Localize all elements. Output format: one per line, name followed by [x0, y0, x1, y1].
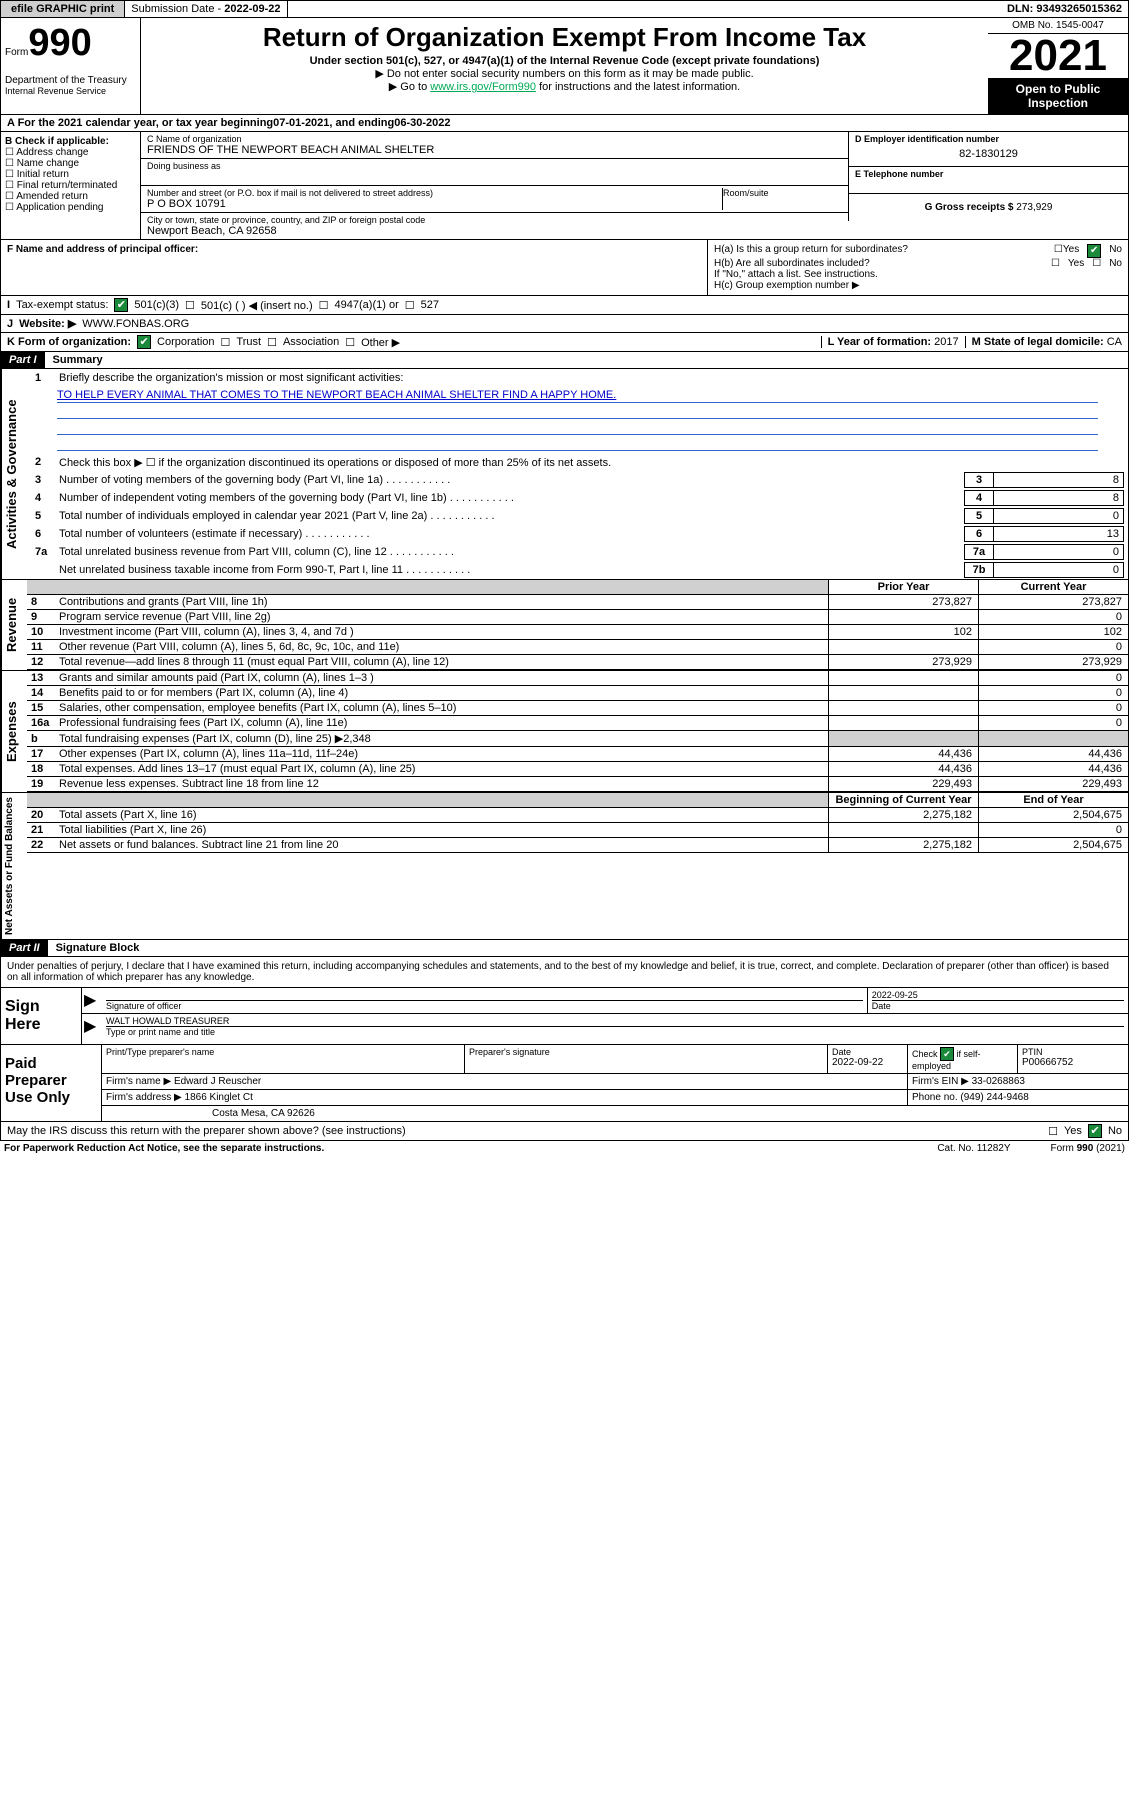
irs-label: Internal Revenue Service	[5, 86, 136, 96]
table-row: bTotal fundraising expenses (Part IX, co…	[27, 731, 1128, 747]
page-footer: For Paperwork Reduction Act Notice, see …	[0, 1141, 1129, 1156]
org-name: FRIENDS OF THE NEWPORT BEACH ANIMAL SHEL…	[147, 144, 842, 156]
gov-line: 4Number of independent voting members of…	[27, 489, 1128, 507]
form-title-block: Return of Organization Exempt From Incom…	[141, 18, 988, 114]
firm-addr1: 1866 Kinglet Ct	[185, 1092, 253, 1103]
governance-label: Activities & Governance	[1, 369, 27, 579]
form-header: Form990 Department of the Treasury Inter…	[0, 18, 1129, 115]
prep-date: 2022-09-22	[832, 1057, 903, 1068]
firm-phone: (949) 244-9468	[960, 1092, 1028, 1103]
website-value: WWW.FONBAS.ORG	[82, 318, 189, 330]
chk-app-pending[interactable]: ☐ Application pending	[5, 202, 136, 213]
gov-line: 3Number of voting members of the governi…	[27, 471, 1128, 489]
gov-line: 6Total number of volunteers (estimate if…	[27, 525, 1128, 543]
table-row: 13Grants and similar amounts paid (Part …	[27, 671, 1128, 686]
firm-name: Edward J Reuscher	[174, 1076, 261, 1087]
gov-line: Net unrelated business taxable income fr…	[27, 561, 1128, 579]
table-row: 10Investment income (Part VIII, column (…	[27, 625, 1128, 640]
table-row: 14Benefits paid to or for members (Part …	[27, 686, 1128, 701]
year-formation: 2017	[934, 336, 958, 348]
klm-row: K Form of organization: ✔Corporation ☐Tr…	[0, 333, 1129, 352]
website-row: JWebsite: ▶ WWW.FONBAS.ORG	[0, 315, 1129, 333]
sign-arrow-icon: ▶	[82, 988, 102, 1013]
governance-section: Activities & Governance 1Briefly describ…	[0, 369, 1129, 580]
submission-date: Submission Date - 2022-09-22	[125, 1, 287, 17]
firm-addr2: Costa Mesa, CA 92626	[102, 1106, 1128, 1121]
dln: DLN: 93493265015362	[1001, 1, 1128, 17]
chk-self-employed: ✔	[940, 1047, 954, 1061]
part2-header: Part II Signature Block	[0, 940, 1129, 957]
top-toolbar: efile GRAPHIC print Submission Date - 20…	[0, 0, 1129, 18]
ssn-note: ▶ Do not enter social security numbers o…	[151, 67, 978, 80]
table-row: 11Other revenue (Part VIII, column (A), …	[27, 640, 1128, 655]
officer-name: WALT HOWALD TREASURER	[106, 1016, 1124, 1026]
goto-note: ▶ Go to www.irs.gov/Form990 for instruct…	[151, 80, 978, 93]
sign-date: 2022-09-25	[872, 990, 1124, 1000]
discuss-no-check: ✔	[1088, 1124, 1102, 1138]
revenue-label: Revenue	[1, 580, 27, 670]
table-row: 8Contributions and grants (Part VIII, li…	[27, 595, 1128, 610]
sign-here-block: Sign Here ▶ Signature of officer 2022-09…	[0, 988, 1129, 1045]
section-c: C Name of organization FRIENDS OF THE NE…	[141, 132, 848, 239]
org-address: P O BOX 10791	[147, 198, 722, 210]
part1-header: Part I Summary	[0, 352, 1129, 369]
table-row: 22Net assets or fund balances. Subtract …	[27, 838, 1128, 853]
gov-line: 5Total number of individuals employed in…	[27, 507, 1128, 525]
form-number-block: Form990 Department of the Treasury Inter…	[1, 18, 141, 114]
revenue-section: Revenue Prior Year Current Year 8Contrib…	[0, 580, 1129, 671]
omb-block: OMB No. 1545-0047 2021 Open to Public In…	[988, 18, 1128, 114]
open-inspection: Open to Public Inspection	[988, 78, 1128, 114]
ein: 82-1830129	[855, 144, 1122, 164]
table-row: 18Total expenses. Add lines 13–17 (must …	[27, 762, 1128, 777]
ptin: P00666752	[1022, 1057, 1124, 1068]
spacer	[288, 7, 1002, 11]
gross-receipts: 273,929	[1016, 202, 1052, 213]
netassets-label: Net Assets or Fund Balances	[1, 793, 27, 939]
discuss-row: May the IRS discuss this return with the…	[0, 1122, 1129, 1141]
table-row: 19Revenue less expenses. Subtract line 1…	[27, 777, 1128, 792]
table-row: 20Total assets (Part X, line 16) 2,275,1…	[27, 808, 1128, 823]
irs-link[interactable]: www.irs.gov/Form990	[430, 81, 536, 93]
table-row: 21Total liabilities (Part X, line 26) 0	[27, 823, 1128, 838]
org-city: Newport Beach, CA 92658	[147, 225, 842, 237]
penalties-text: Under penalties of perjury, I declare th…	[0, 957, 1129, 988]
sign-arrow-icon: ▶	[82, 1014, 102, 1039]
table-row: 9Program service revenue (Part VIII, lin…	[27, 610, 1128, 625]
expenses-section: Expenses 13Grants and similar amounts pa…	[0, 671, 1129, 793]
section-b: B Check if applicable: ☐ Address change …	[1, 132, 141, 239]
state-domicile: CA	[1107, 336, 1122, 348]
table-row: 12Total revenue—add lines 8 through 11 (…	[27, 655, 1128, 670]
gov-line: 7aTotal unrelated business revenue from …	[27, 543, 1128, 561]
entity-block: B Check if applicable: ☐ Address change …	[0, 132, 1129, 240]
table-row: 17Other expenses (Part IX, column (A), l…	[27, 747, 1128, 762]
expenses-label: Expenses	[1, 671, 27, 792]
form-subtitle: Under section 501(c), 527, or 4947(a)(1)…	[151, 55, 978, 67]
chk-corp: ✔	[137, 335, 151, 349]
chk-address-change[interactable]: ☐ Address change	[5, 147, 136, 158]
tax-year: 2021	[988, 34, 1128, 78]
chk-501c3: ✔	[114, 298, 128, 312]
mission-text: TO HELP EVERY ANIMAL THAT COMES TO THE N…	[57, 389, 1098, 403]
section-f: F Name and address of principal officer:	[1, 240, 708, 295]
chk-initial-return[interactable]: ☐ Initial return	[5, 169, 136, 180]
netassets-section: Net Assets or Fund Balances Beginning of…	[0, 793, 1129, 940]
section-deg: D Employer identification number 82-1830…	[848, 132, 1128, 239]
tax-exempt-row: ITax-exempt status: ✔501(c)(3) ☐501(c) (…	[0, 296, 1129, 315]
paid-preparer-block: Paid Preparer Use Only Print/Type prepar…	[0, 1045, 1129, 1122]
form-title: Return of Organization Exempt From Incom…	[151, 22, 978, 53]
tax-period-row: A For the 2021 calendar year, or tax yea…	[0, 115, 1129, 132]
chk-final-return[interactable]: ☐ Final return/terminated	[5, 180, 136, 191]
dept-treasury: Department of the Treasury	[5, 75, 136, 86]
efile-button[interactable]: efile GRAPHIC print	[1, 1, 125, 17]
firm-ein: 33-0268863	[972, 1076, 1025, 1087]
table-row: 16aProfessional fundraising fees (Part I…	[27, 716, 1128, 731]
ha-no-check: ✔	[1087, 244, 1101, 258]
section-h: H(a) Is this a group return for subordin…	[708, 240, 1128, 295]
chk-name-change[interactable]: ☐ Name change	[5, 158, 136, 169]
chk-amended[interactable]: ☐ Amended return	[5, 191, 136, 202]
fh-block: F Name and address of principal officer:…	[0, 240, 1129, 296]
table-row: 15Salaries, other compensation, employee…	[27, 701, 1128, 716]
